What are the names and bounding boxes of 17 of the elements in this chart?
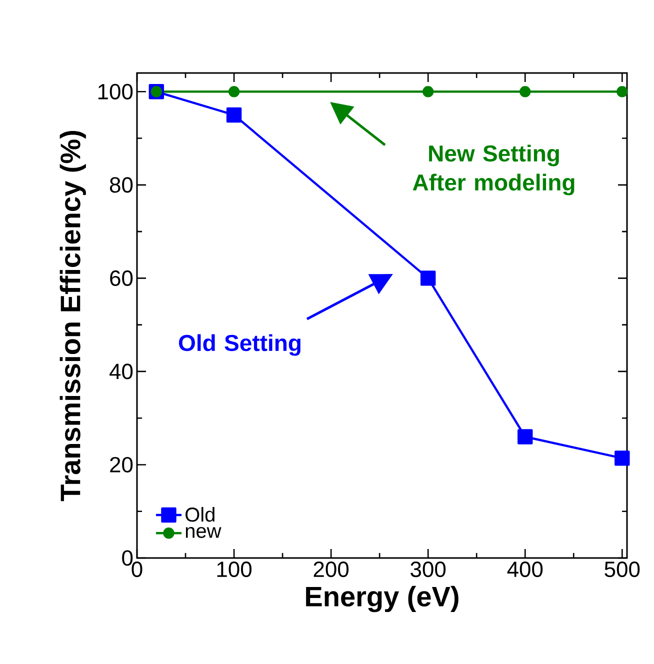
x-tick-label: 300 — [410, 562, 446, 578]
annotation: Old Setting — [178, 334, 300, 356]
x-axis-title: Energy (eV) — [306, 586, 458, 612]
y-tick-label: 60 — [110, 270, 133, 286]
legend-label: Old — [186, 507, 214, 522]
annotation: New Setting After modeling — [412, 144, 574, 196]
legend-label: new — [186, 527, 222, 538]
x-tick-label: 500 — [604, 562, 640, 578]
y-axis-title: Transmission Efficiency (%) — [60, 130, 86, 502]
y-tick-label: 80 — [110, 177, 133, 193]
y-tick-label: 0 — [122, 550, 133, 566]
x-tick-label: 400 — [507, 562, 543, 578]
x-tick-label: 100 — [217, 562, 252, 578]
y-tick-label: 100 — [98, 84, 133, 100]
y-tick-label: 40 — [110, 364, 133, 380]
x-tick-label: 200 — [314, 562, 349, 578]
y-tick-label: 20 — [110, 456, 133, 473]
